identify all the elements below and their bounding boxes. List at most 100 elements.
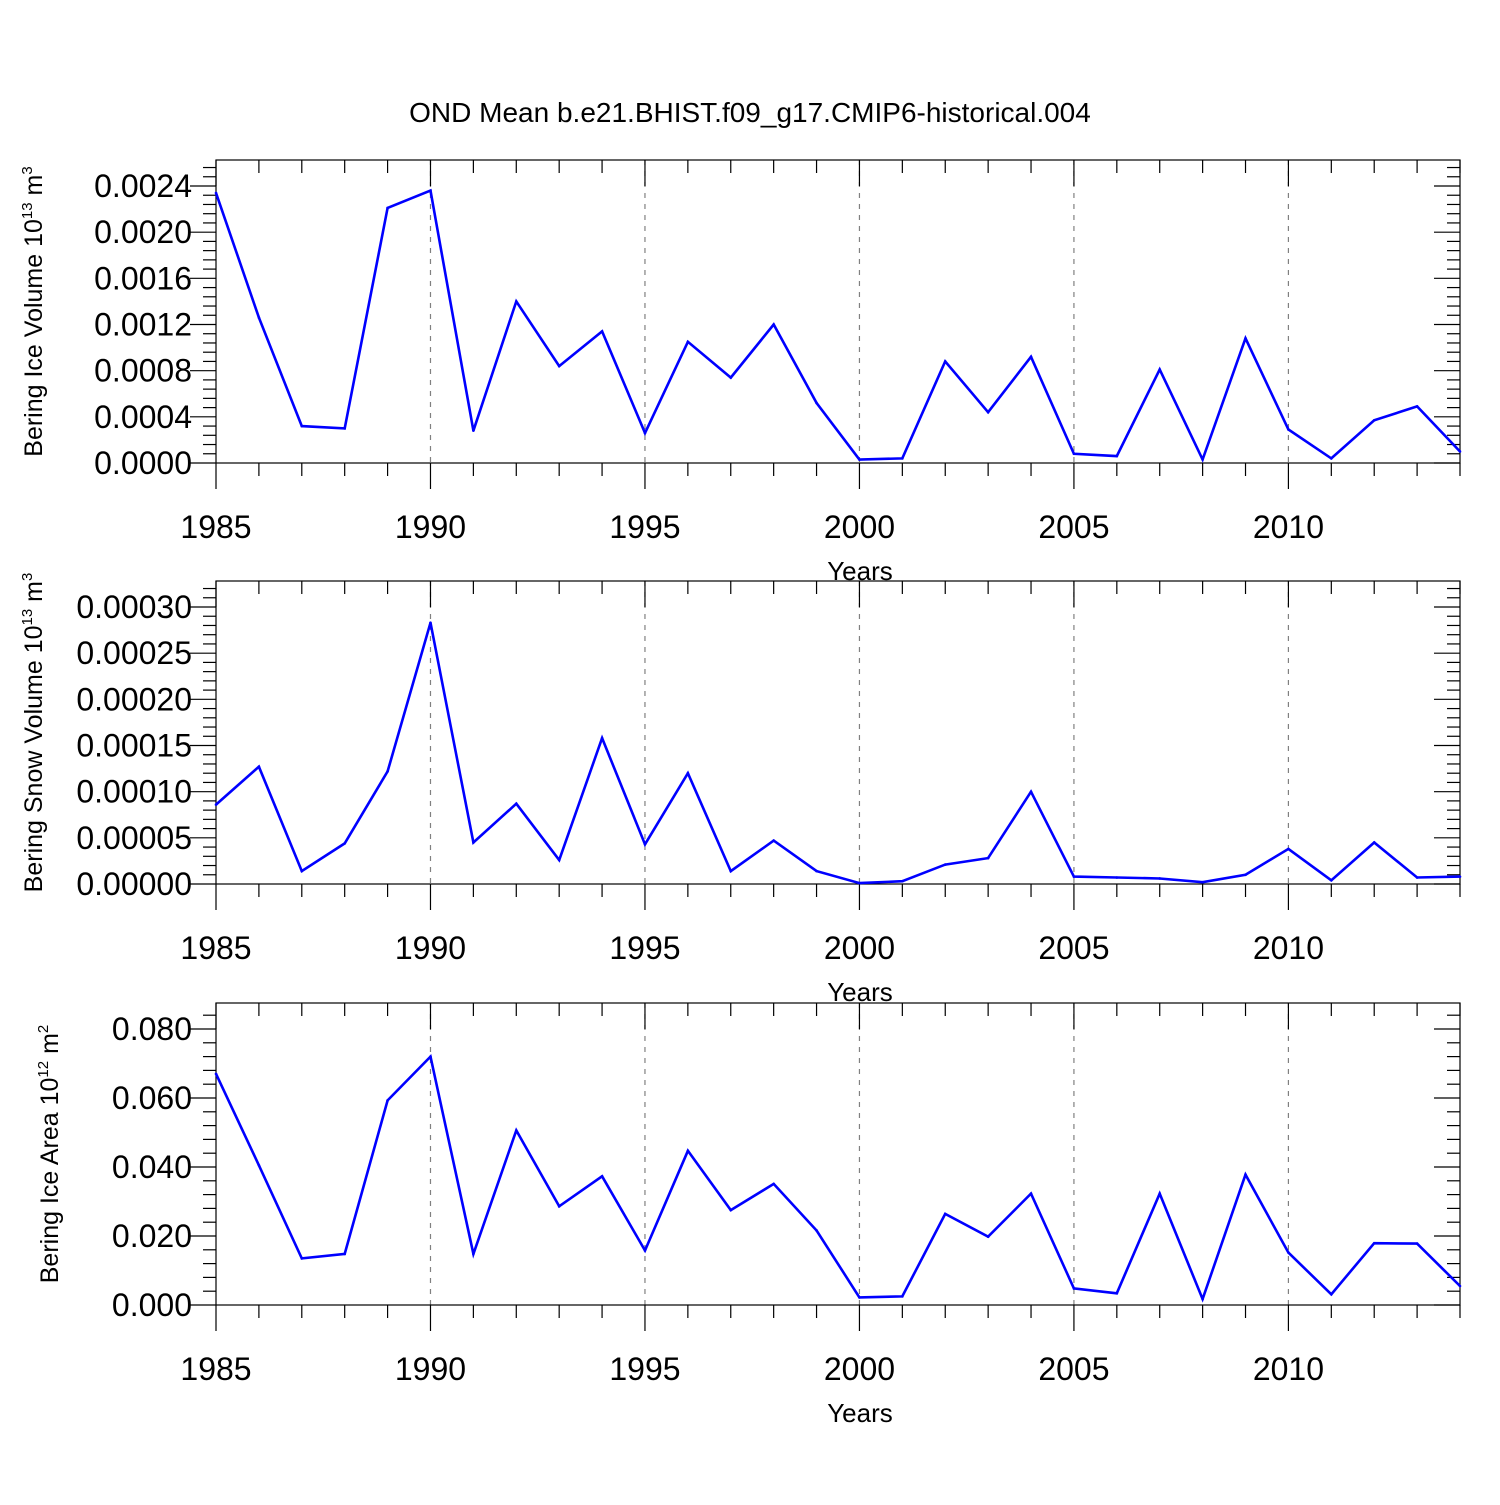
chart2-data-point-1991	[472, 1252, 475, 1256]
chart2-data-point-2007	[1158, 1192, 1162, 1195]
chart0-xtick-label-1990: 1990	[395, 509, 466, 545]
chart2-data-point-1994	[600, 1175, 604, 1178]
chart2-data-point-1998	[772, 1182, 775, 1186]
chart2-ylabel: Bering Ice Area 1012 m2	[35, 1025, 64, 1284]
chart2-data-point-2008	[1201, 1297, 1204, 1301]
chart1-data-point-2012	[1372, 841, 1376, 844]
chart1-data-point-2007	[1158, 877, 1162, 880]
chart1-data-point-1992	[514, 802, 518, 805]
chart0-data-point-1993	[557, 364, 561, 368]
chart1-data-point-1993	[557, 858, 561, 862]
chart2-data-point-1986	[257, 1163, 261, 1167]
chart2-data-point-2005	[1072, 1287, 1076, 1290]
chart0-data-point-2012	[1372, 418, 1376, 422]
chart0-data-point-2003	[986, 410, 990, 414]
chart2-ylabel-ylabel-unit-exp: 2	[35, 1025, 52, 1033]
chart1-data-point-1996	[686, 771, 690, 775]
chart0-data-point-1995	[643, 431, 647, 435]
chart2-data-point-2010	[1287, 1251, 1290, 1254]
chart0-data-point-2005	[1072, 452, 1076, 456]
chart0-xtick-label-2010: 2010	[1253, 509, 1324, 545]
chart0-data-point-1992	[514, 300, 518, 303]
chart1-data-point-1998	[772, 839, 775, 842]
chart0-data-point-2002	[943, 360, 947, 363]
chart2-data-point-2014	[1458, 1284, 1462, 1288]
chart1-data-point-2013	[1415, 876, 1419, 879]
chart2-data-point-2009	[1244, 1173, 1247, 1176]
chart1-data-point-1999	[815, 869, 818, 873]
chart1-data-point-2006	[1115, 876, 1119, 879]
chart2-data-point-1988	[343, 1252, 346, 1256]
chart0-data-point-2009	[1244, 337, 1247, 340]
chart0-series-line	[214, 188, 1461, 463]
chart1-xtick-label-2010: 2010	[1253, 930, 1324, 966]
chart1-data-point-2014	[1458, 875, 1462, 878]
chart2-ytick-label-2: 0.040	[112, 1149, 192, 1185]
chart0-xtick-label-2005: 2005	[1038, 509, 1109, 545]
chart2-data-point-1997	[729, 1208, 733, 1212]
chart2-plot-frame	[215, 1002, 1461, 1306]
chart1-data-point-2009	[1244, 873, 1247, 877]
chart2-data-point-2002	[943, 1212, 947, 1216]
chart1-data-point-2001	[901, 879, 904, 883]
chart1-ylabel-ylabel-unit: m	[20, 581, 48, 609]
chart1-data-point-2002	[943, 863, 947, 866]
chart1-ytick-label-5: 0.00025	[76, 635, 192, 671]
chart2-ylabel-ylabel-unit: m	[36, 1033, 64, 1061]
chart2-data-point-2001	[901, 1295, 904, 1298]
chart2-data-point-1999	[815, 1229, 818, 1232]
chart0-ylabel-ylabel-unit: m	[20, 175, 48, 203]
chart2-data-point-2011	[1330, 1293, 1333, 1296]
chart1-ytick-label-2: 0.00010	[76, 774, 192, 810]
chart1-data-point-1986	[257, 765, 261, 769]
chart0-ytick-label-3: 0.0012	[94, 307, 192, 343]
chart0-data-point-1996	[686, 340, 690, 344]
chart0-data-point-2004	[1029, 355, 1033, 359]
chart1-data-point-1997	[729, 869, 733, 873]
chart1-xtick-label-1985: 1985	[180, 930, 251, 966]
chart2-xtick-label-2010: 2010	[1253, 1351, 1324, 1387]
chart1-data-point-1990	[429, 621, 432, 624]
chart1-ytick-label-4: 0.00020	[76, 681, 192, 717]
chart2-xtick-label-2000: 2000	[824, 1351, 895, 1387]
chart2-ytick-label-1: 0.020	[112, 1218, 192, 1254]
chart1-ytick-label-0: 0.00000	[76, 866, 192, 902]
chart2-data-point-1996	[686, 1149, 690, 1153]
chart0-data-point-2006	[1115, 454, 1119, 458]
chart2-data-point-2006	[1115, 1291, 1119, 1295]
chart1-data-point-2003	[986, 856, 990, 860]
chart2-xtick-label-1985: 1985	[180, 1351, 251, 1387]
chart0-ylabel-ylabel-exp: 13	[19, 202, 36, 219]
chart2-data-point-1995	[643, 1249, 647, 1252]
chart0-data-point-1994	[600, 330, 604, 333]
chart0-ytick-label-6: 0.0024	[94, 168, 192, 204]
chart0-data-point-1991	[472, 429, 475, 432]
chart0-data-point-1989	[386, 206, 389, 210]
chart2-xtick-label-1990: 1990	[395, 1351, 466, 1387]
chart0-data-point-2010	[1287, 428, 1290, 431]
chart1-ytick-label-1: 0.00005	[76, 820, 192, 856]
chart0-data-point-2008	[1201, 458, 1204, 461]
chart0-ytick-label-4: 0.0016	[94, 260, 192, 296]
chart2-data-point-2013	[1415, 1242, 1419, 1245]
chart2-data-point-1992	[514, 1129, 518, 1132]
chart1-data-point-1985	[214, 803, 218, 806]
chart2-data-point-1990	[429, 1055, 432, 1058]
chart2-ylabel-ylabel-exp: 12	[35, 1061, 52, 1078]
chart2-ytick-label-3: 0.060	[112, 1080, 192, 1116]
chart0-data-point-2007	[1158, 368, 1162, 371]
chart0-data-point-1999	[815, 401, 818, 405]
chart1-data-point-1991	[472, 841, 475, 844]
chart0-data-point-2013	[1415, 405, 1419, 408]
chart2-ytick-label-0: 0.000	[112, 1287, 192, 1323]
chart0-ytick-label-1: 0.0004	[94, 399, 192, 435]
chart0-data-point-1997	[729, 376, 733, 379]
chart2-data-point-2000	[858, 1296, 861, 1299]
chart0-data-point-1986	[257, 316, 261, 319]
chart2-xtick-label-2005: 2005	[1038, 1351, 1109, 1387]
chart0-data-point-1987	[300, 424, 304, 428]
chart1-ylabel-ylabel-unit-exp: 3	[19, 573, 36, 581]
